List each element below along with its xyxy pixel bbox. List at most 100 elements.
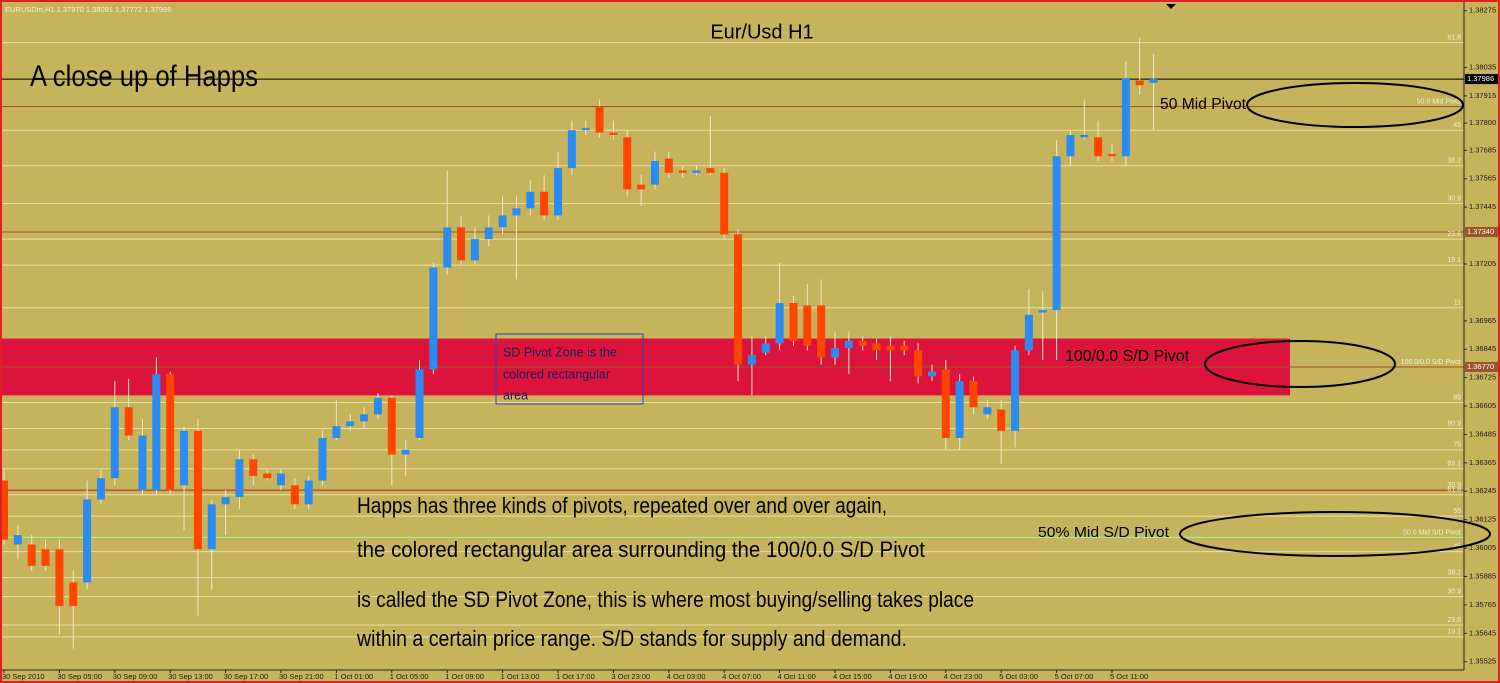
candle-body	[540, 191, 549, 216]
candle-body	[290, 485, 299, 505]
candle-body	[858, 340, 867, 346]
paragraph-line: Happs has three kinds of pivots, repeate…	[357, 493, 887, 518]
x-tick-label: 30 Sep 05:00	[57, 672, 102, 681]
candle-body	[1080, 134, 1089, 138]
candle-body	[166, 374, 175, 491]
candle-body	[304, 480, 313, 505]
note-box	[495, 333, 644, 405]
candle-body	[831, 348, 839, 358]
candle-body	[387, 397, 396, 455]
x-tick-label: 5 Oct 03:00	[999, 672, 1038, 681]
x-tick-label: 4 Oct 15:00	[833, 672, 872, 681]
x-tick-label: 3 Oct 23:00	[611, 672, 650, 681]
candle-body	[498, 215, 507, 228]
candle-body	[706, 168, 715, 173]
y-tick-label: 1.36605	[1469, 401, 1496, 410]
candle-body	[955, 381, 964, 438]
price-marker-label: 1.37340	[1467, 227, 1494, 236]
candle-body	[1135, 80, 1144, 86]
candle-body	[0, 480, 8, 540]
candle-body	[1024, 314, 1033, 351]
x-tick-label: 1 Oct 17:00	[556, 672, 595, 681]
candle-body	[69, 582, 78, 607]
annotation: A close up of Happs	[30, 60, 258, 93]
candle-body	[96, 478, 105, 500]
candle-body	[526, 191, 535, 209]
level-label: 23.6	[1447, 231, 1461, 238]
candle-body	[110, 407, 119, 479]
candle-body	[373, 397, 382, 415]
x-tick-label: 1 Oct 13:00	[501, 672, 540, 681]
ellipse-mid-sd-pivot	[1179, 511, 1491, 557]
y-tick-label: 1.36965	[1469, 316, 1496, 325]
level-label: 80.9	[1447, 420, 1461, 427]
x-tick-label: 4 Oct 07:00	[722, 672, 761, 681]
chart-title: Eur/Usd H1	[710, 21, 813, 43]
candle-body	[346, 421, 355, 427]
candle-body	[775, 303, 784, 344]
candle-body	[817, 305, 826, 358]
candle-body	[263, 473, 272, 479]
candle-body	[277, 473, 285, 486]
price-marker-box	[1465, 361, 1500, 372]
text-layer: 61.8 50.0 Mid Pivot 45 38.2 30.9 23.6 19.1 11 10…	[2, 5, 1500, 681]
candle-body	[844, 340, 853, 349]
candle-body	[554, 168, 562, 216]
y-tick-label: 1.37800	[1469, 118, 1496, 127]
candle-body	[457, 227, 466, 261]
level-label: 89	[1453, 394, 1461, 401]
candle-body	[969, 381, 978, 408]
y-tick-label: 1.36725	[1469, 373, 1496, 382]
annotation: 100/0.0 S/D Pivot	[1065, 348, 1190, 365]
y-tick-label: 1.38035	[1469, 62, 1496, 71]
ellipse-sd-pivot	[1204, 340, 1396, 388]
candle-body	[1038, 310, 1047, 313]
level-label: 19.1	[1447, 257, 1461, 264]
y-tick-label: 1.36245	[1469, 486, 1496, 495]
candle-body	[124, 407, 133, 436]
candle-body	[1052, 156, 1061, 311]
candle-body	[1011, 350, 1020, 431]
candle-body	[927, 371, 936, 377]
level-label: 61.8	[1447, 487, 1461, 494]
note-box-text: area	[503, 388, 528, 402]
x-tick-label: 4 Oct 03:00	[667, 672, 706, 681]
x-tick-label: 4 Oct 23:00	[944, 672, 983, 681]
candle-body	[318, 437, 327, 481]
candle-body	[637, 184, 646, 190]
level-label: 30.9	[1447, 195, 1461, 202]
header-info: EURUSDm,H1 1.37970 1.38091 1.37772 1.379…	[5, 5, 171, 14]
x-tick-label: 5 Oct 11:00	[1110, 672, 1148, 681]
level-label: 61.8	[1447, 34, 1461, 41]
y-tick-label: 1.36005	[1469, 543, 1496, 552]
line-layer	[0, 10, 1467, 673]
candle-body	[623, 137, 632, 190]
y-tick-label: 1.38275	[1469, 6, 1496, 15]
level-label: 50.0 Mid Pivot	[1417, 98, 1461, 105]
y-tick-label: 1.35645	[1469, 628, 1496, 637]
annotation: 50 Mid Pivot	[1160, 96, 1247, 113]
shift-marker	[1166, 4, 1176, 9]
candle-body	[429, 267, 438, 370]
candle-body	[401, 449, 410, 455]
x-tick-label: 5 Oct 07:00	[1055, 672, 1094, 681]
candle-body	[13, 535, 22, 545]
candle-body	[872, 343, 881, 351]
price-marker-label: 1.36770	[1467, 362, 1494, 371]
candle-body	[360, 414, 369, 422]
y-tick-label: 1.36485	[1469, 429, 1496, 438]
note-box-text: colored rectangular	[503, 367, 610, 381]
candle-body	[249, 459, 258, 476]
y-tick-label: 1.37685	[1469, 145, 1496, 154]
x-tick-label: 1 Oct 01:00	[334, 672, 373, 681]
level-label: 23.6	[1447, 617, 1461, 624]
level-label: 45	[1453, 122, 1461, 129]
x-tick-label: 30 Sep 13:00	[168, 672, 213, 681]
x-tick-label: 30 Sep 2010	[2, 672, 45, 681]
x-tick-label: 1 Oct 05:00	[390, 672, 429, 681]
candle-body	[332, 426, 341, 438]
x-tick-label: 4 Oct 11:00	[778, 672, 816, 681]
level-label: 11	[1454, 300, 1461, 307]
candle-body	[747, 355, 756, 365]
candle-body	[443, 227, 452, 268]
